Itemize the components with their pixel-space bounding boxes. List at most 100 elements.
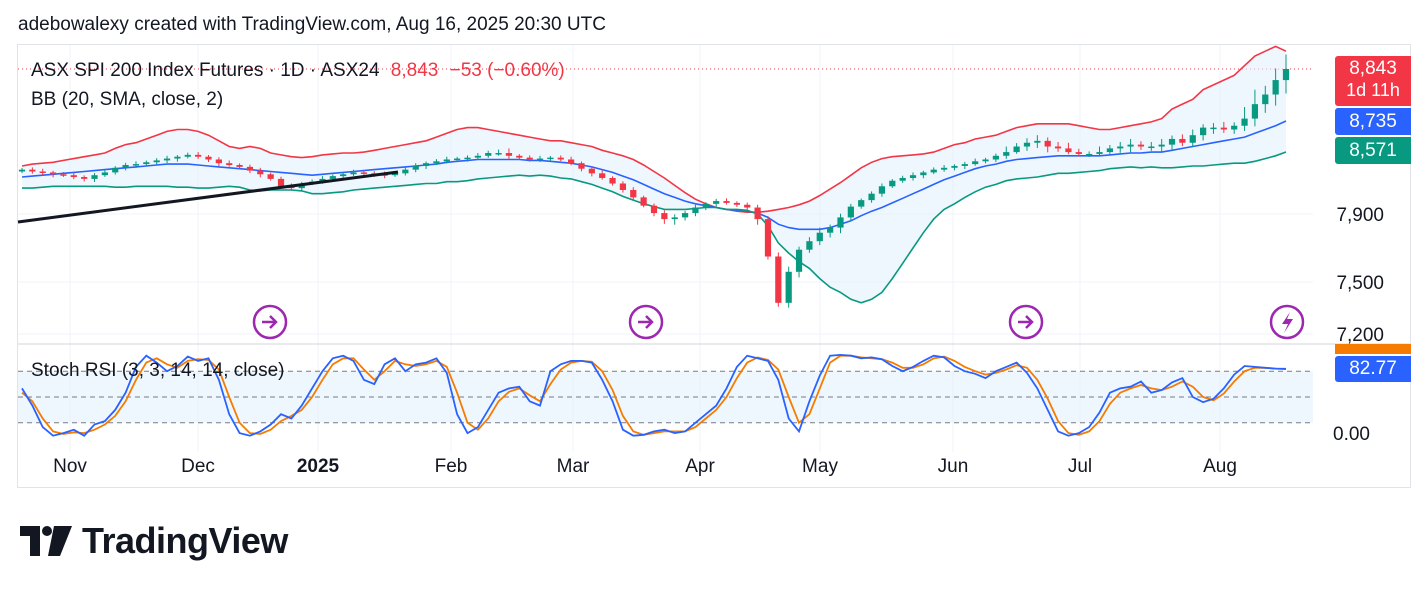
candle-body-23: [257, 170, 264, 175]
candle-body-14: [163, 158, 171, 161]
candle-body-7: [91, 175, 98, 179]
candle-body-120: [1262, 94, 1269, 105]
candle-body-93: [982, 159, 989, 162]
candle-body-11: [132, 164, 140, 166]
candle-body-32: [350, 172, 357, 175]
stoch-legend[interactable]: Stoch RSI (3, 3, 14, 14, close): [31, 360, 285, 381]
candle-body-18: [205, 156, 212, 160]
x-label-Apr: Apr: [685, 456, 715, 477]
candle-body-62: [661, 213, 668, 220]
candle-body-78: [827, 227, 834, 233]
last-price-tag: 8,843 1d 11h: [1335, 56, 1411, 106]
candle-body-75: [795, 249, 803, 272]
candle-body-24: [267, 174, 274, 179]
candle-body-53: [568, 159, 575, 164]
bb-fill: [22, 46, 1286, 303]
earnings-event-icon: [1269, 304, 1305, 340]
candle-body-25: [277, 178, 285, 187]
candle-body-58: [619, 183, 627, 190]
candle-body-65: [692, 207, 699, 214]
candle-body-114: [1200, 127, 1207, 136]
candle-body-60: [640, 197, 647, 206]
candle-body-71: [754, 207, 761, 220]
candle-body-81: [858, 200, 865, 207]
stoch-d-tag: [1335, 344, 1411, 354]
candle-body-12: [143, 162, 150, 165]
candle-body-21: [236, 165, 243, 167]
candle-body-68: [723, 201, 730, 203]
candle-body-102: [1075, 152, 1082, 154]
candle-body-115: [1210, 127, 1217, 130]
candle-body-29: [319, 178, 326, 182]
candle-body-117: [1231, 125, 1238, 130]
candle-body-64: [681, 213, 689, 218]
dividend-event-icon: [628, 304, 664, 340]
candle-body-37: [402, 169, 409, 174]
candle-body-42: [454, 158, 461, 161]
candle-body-107: [1127, 144, 1134, 147]
candle-body-47: [505, 153, 513, 156]
candle-body-116: [1220, 127, 1227, 130]
stoch-rsi-pane: [18, 353, 1313, 437]
candle-body-74: [785, 271, 792, 303]
x-label-Jun: Jun: [938, 456, 969, 477]
candle-body-89: [940, 167, 948, 170]
candle-body-69: [733, 202, 740, 205]
candle-body-97: [1023, 142, 1031, 147]
legend-last-price: 8,843: [390, 60, 439, 81]
candle-body-88: [930, 169, 937, 173]
brand-logo[interactable]: TradingView: [20, 520, 288, 562]
stoch-band-fill: [18, 371, 1313, 423]
candle-body-0: [18, 169, 26, 172]
candle-body-1: [29, 169, 36, 172]
candle-body-85: [899, 177, 906, 181]
candle-body-118: [1241, 118, 1248, 126]
candle-body-22: [246, 166, 254, 171]
candle-body-39: [422, 163, 430, 166]
candle-body-73: [775, 256, 782, 303]
x-label-Dec: Dec: [181, 456, 215, 477]
candle-body-105: [1106, 148, 1113, 153]
candle-body-87: [920, 172, 927, 176]
candle-body-103: [1086, 153, 1093, 156]
candlesticks: [18, 54, 1290, 308]
chart-frame[interactable]: [17, 44, 1411, 488]
candle-body-3: [49, 172, 57, 175]
candle-body-86: [909, 175, 917, 178]
stoch-k-line: [21, 353, 1287, 437]
candle-body-13: [153, 160, 160, 163]
candle-body-70: [744, 204, 751, 208]
candle-body-66: [702, 203, 709, 208]
candle-body-112: [1179, 138, 1186, 143]
candle-body-108: [1137, 144, 1145, 147]
bb-legend[interactable]: BB (20, SMA, close, 2): [31, 89, 224, 110]
y-label-1: 7,500: [1336, 273, 1384, 294]
main-legend[interactable]: ASX SPI 200 Index Futures · 1D · ASX24 8…: [31, 60, 565, 82]
tradingview-logo-icon: [20, 526, 72, 556]
candle-body-38: [412, 165, 419, 170]
candle-body-72: [764, 219, 772, 257]
candle-body-40: [433, 161, 440, 164]
y-label-0: 7,200: [1336, 325, 1384, 346]
candle-body-2: [39, 171, 46, 173]
candle-body-59: [630, 189, 637, 198]
candle-body-41: [443, 159, 450, 162]
event-arrow-1: [638, 315, 654, 329]
candle-body-54: [578, 163, 585, 169]
candle-body-61: [650, 205, 658, 214]
countdown-value: 1d 11h: [1346, 80, 1400, 100]
candle-body-98: [1034, 140, 1041, 143]
candle-body-50: [536, 158, 544, 161]
candle-body-9: [112, 167, 119, 173]
event-arrow-0: [262, 315, 278, 329]
candle-body-94: [992, 155, 1000, 160]
candle-body-109: [1148, 146, 1155, 149]
dividend-event-icon: [252, 304, 288, 340]
candle-body-83: [878, 186, 886, 194]
bb-upper-line: [21, 45, 1287, 213]
candle-body-57: [609, 177, 616, 184]
candle-body-92: [972, 161, 979, 165]
candle-body-6: [81, 177, 88, 179]
candle-body-33: [360, 172, 368, 174]
